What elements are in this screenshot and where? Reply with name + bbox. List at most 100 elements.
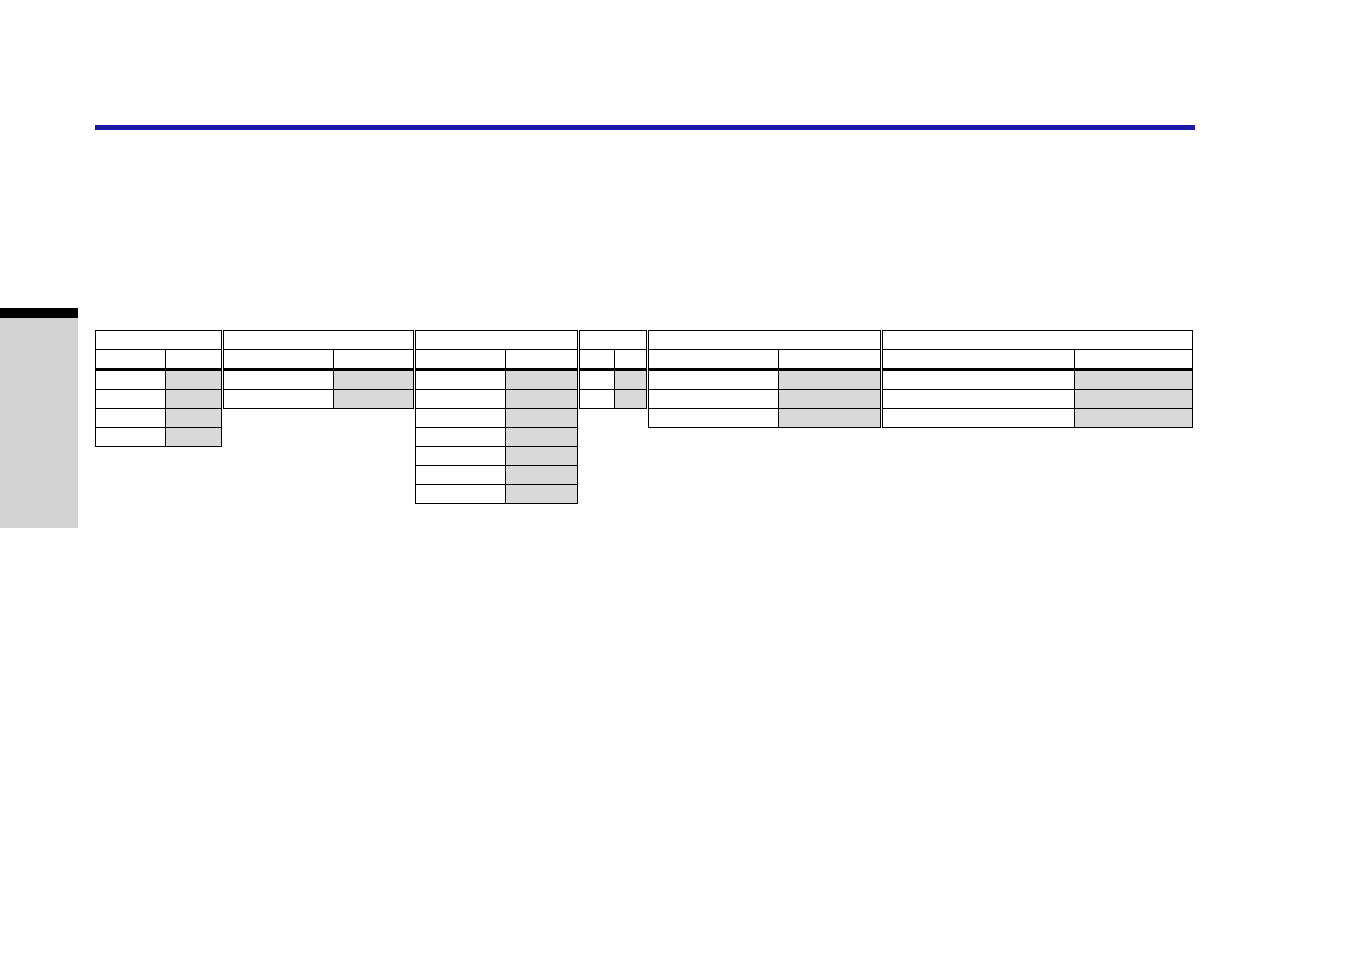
table-3 [415, 330, 578, 504]
table-row [96, 390, 222, 409]
table-subheader-row [649, 350, 881, 370]
table-cell [506, 485, 578, 504]
table-cell [506, 447, 578, 466]
table-cell [883, 390, 1075, 409]
table-header-row [580, 331, 647, 350]
table-cell [334, 390, 414, 409]
table-cell [96, 370, 166, 390]
table-row [224, 370, 414, 390]
table-cell [96, 428, 166, 447]
table-cell [96, 390, 166, 409]
table-cell [580, 390, 615, 409]
sidebar-grey-block [0, 318, 78, 528]
table-cell [416, 390, 506, 409]
table-6 [882, 330, 1193, 428]
table-cell [883, 409, 1075, 428]
table-subheader-row [580, 350, 647, 370]
table-cell [96, 409, 166, 428]
table-cell [166, 370, 222, 390]
table-row [416, 485, 578, 504]
table-cell [779, 390, 881, 409]
table-cell [166, 390, 222, 409]
table-row [416, 428, 578, 447]
table-cell [506, 370, 578, 390]
table-subheader-cell [580, 350, 615, 370]
table-row [416, 409, 578, 428]
table-header-cell [96, 331, 222, 350]
page [0, 0, 1352, 954]
table-cell [1075, 390, 1193, 409]
table-subheader-row [224, 350, 414, 370]
table-subheader-cell [166, 350, 222, 370]
table-cell [416, 466, 506, 485]
table-cell [883, 370, 1075, 390]
table-subheader-cell [615, 350, 647, 370]
table-cell [615, 370, 647, 390]
table-cell [506, 428, 578, 447]
table-header-cell [416, 331, 578, 350]
table-subheader-cell [649, 350, 779, 370]
table-cell [580, 370, 615, 390]
table-row [580, 390, 647, 409]
table-cell [416, 409, 506, 428]
table-row [580, 370, 647, 390]
table-cell [506, 390, 578, 409]
table-subheader-cell [883, 350, 1075, 370]
table-header-row [649, 331, 881, 350]
table-row [883, 390, 1193, 409]
table-header-cell [649, 331, 881, 350]
table-row [883, 409, 1193, 428]
table-cell [615, 390, 647, 409]
table-subheader-cell [224, 350, 334, 370]
table-cell [416, 485, 506, 504]
table-cell [166, 409, 222, 428]
table-2 [223, 330, 414, 409]
table-cell [224, 390, 334, 409]
table-cell [166, 428, 222, 447]
table-row [416, 390, 578, 409]
table-cell [334, 370, 414, 390]
table-subheader-cell [334, 350, 414, 370]
table-row [883, 370, 1193, 390]
table-cell [649, 370, 779, 390]
table-row [416, 466, 578, 485]
table-cell [779, 409, 881, 428]
table-cell [224, 370, 334, 390]
table-header-cell [580, 331, 647, 350]
table-header-row [96, 331, 222, 350]
table-header-row [416, 331, 578, 350]
table-cell [416, 428, 506, 447]
table-cell [506, 409, 578, 428]
table-subheader-cell [506, 350, 578, 370]
table-subheader-cell [1075, 350, 1193, 370]
table-row [649, 370, 881, 390]
table-subheader-row [416, 350, 578, 370]
table-subheader-cell [416, 350, 506, 370]
table-cell [649, 390, 779, 409]
table-cell [416, 447, 506, 466]
table-cell [416, 370, 506, 390]
table-row [649, 390, 881, 409]
table-header-row [224, 331, 414, 350]
table-4 [579, 330, 647, 409]
table-cell [779, 370, 881, 390]
table-row [649, 409, 881, 428]
table-subheader-cell [96, 350, 166, 370]
table-cell [506, 466, 578, 485]
table-subheader-cell [779, 350, 881, 370]
table-header-row [883, 331, 1193, 350]
table-row [96, 370, 222, 390]
table-row [224, 390, 414, 409]
table-cell [1075, 409, 1193, 428]
table-header-cell [224, 331, 414, 350]
table-row [416, 447, 578, 466]
table-subheader-row [96, 350, 222, 370]
sidebar-accent-bar [0, 308, 78, 318]
table-5 [648, 330, 881, 428]
top-horizontal-rule [95, 125, 1195, 130]
table-cell [1075, 370, 1193, 390]
table-row [416, 370, 578, 390]
table-row [96, 428, 222, 447]
table-subheader-row [883, 350, 1193, 370]
table-header-cell [883, 331, 1193, 350]
